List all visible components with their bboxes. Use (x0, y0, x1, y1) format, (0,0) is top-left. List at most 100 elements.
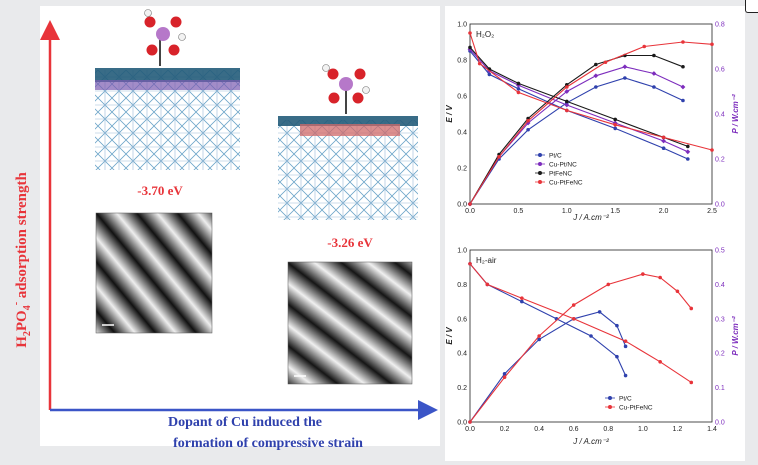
h2o2-data-point (526, 127, 530, 132)
h2o2-series-line-power (469, 77, 684, 205)
h2o2-y-label: E / V (445, 105, 454, 123)
h2o2-data-point (681, 98, 685, 103)
h2-air-data-point (597, 310, 602, 314)
h2-air-legend-item: Cu-PtFeNC (605, 405, 653, 412)
right-panel-background (445, 6, 745, 461)
structure-a (95, 9, 240, 170)
h2-air-data-point (615, 354, 619, 359)
h2-air-y-label: E / V (445, 327, 454, 345)
h2-air-legend-label: Cu-PtFeNC (619, 405, 653, 412)
h2o2-data-point (565, 85, 569, 89)
h2-air-x-tick: 0.6 (569, 426, 579, 433)
h2o2-data-point (594, 85, 598, 89)
h2o2-data-point (468, 31, 472, 35)
h2-air-data-point (520, 299, 524, 304)
h2o2-legend-item: Cu-Pt/NC (535, 162, 577, 169)
h2-air-x-tick: 1.0 (638, 426, 648, 433)
h2o2-data-point (613, 126, 617, 131)
h2-air-y-tick: 0.6 (457, 316, 467, 323)
h2o2-x-tick: 0.0 (465, 208, 475, 215)
x-axis-label-line2: formation of compressive strain (173, 436, 363, 451)
window-corner-button[interactable] (745, 0, 758, 13)
h2o2-y-tick: 0.6 (457, 94, 467, 101)
h2o2-y-tick: 1.0 (457, 22, 467, 29)
h2-air-data-point (689, 306, 694, 311)
h2o2-legend-label: Pt/C (549, 153, 562, 160)
strain-map-a (95, 212, 213, 334)
h2-air-x-tick: 1.2 (673, 426, 683, 433)
h2-air-x-ticks: 0.0 0.2 0.4 0.6 0.8 1.0 1.2 1.4 (465, 426, 717, 433)
h2-air-legend-label: Pt/C (619, 396, 632, 403)
h2o2-data-point (594, 62, 598, 67)
h2-air-data-point (641, 272, 645, 276)
x-axis-label-line1: Dopant of Cu induced the (168, 415, 322, 430)
h2o2-data-point (497, 154, 501, 159)
h2-air-data-point (537, 334, 541, 338)
h2-air-y-tick: 0.2 (457, 385, 467, 392)
h2-air-data-point (615, 323, 619, 328)
h2o2-y2-tick: 0.8 (715, 22, 725, 29)
energy-a: -3.70 eV (137, 183, 183, 198)
phosphorus-atom-b (339, 77, 353, 91)
h2-air-data-point (571, 317, 576, 321)
h2-air-chart: H₂-air 0.0 0.2 0.4 0.6 0.8 1.0 1.2 1.4 0… (445, 248, 740, 447)
h2o2-data-point (516, 81, 521, 86)
h2o2-series-line-power (469, 54, 684, 205)
h2o2-data-point (516, 90, 521, 95)
h2-air-data-point (468, 420, 472, 424)
h2-air-data-point (537, 337, 541, 342)
h2o2-x-label: J / A.cm⁻² (572, 213, 609, 222)
h2o2-data-point (686, 144, 690, 149)
h2o2-y2-tick: 0.0 (715, 202, 725, 209)
h2o2-plot-frame (469, 23, 713, 205)
h2o2-legend-label: PtFeNC (549, 171, 572, 178)
h2-air-x-tick: 1.4 (707, 426, 717, 433)
h2o2-x-tick: 1.0 (562, 208, 572, 215)
h2o2-y2-label: P / W.cm⁻² (731, 94, 740, 134)
h2-air-legend-item: Pt/C (605, 396, 632, 403)
h2o2-y-tick: 0.8 (457, 58, 467, 65)
h2o2-data-point (681, 40, 685, 44)
h2-air-data-point (571, 303, 576, 307)
h2-air-data-point (623, 373, 628, 378)
h2o2-x-tick: 2.5 (707, 208, 717, 215)
strain-map-b (287, 261, 413, 385)
h2-air-y2-tick: 0.3 (715, 316, 725, 323)
h2o2-data-point (516, 87, 521, 91)
h2-air-y2-tick: 0.0 (715, 420, 725, 427)
h2o2-data-point (603, 60, 608, 65)
h2-air-y2-tick: 0.5 (715, 248, 725, 255)
h2o2-legend-label: Cu-Pt/NC (549, 162, 577, 169)
h2o2-data-point (565, 99, 569, 104)
h2o2-data-point (661, 135, 666, 140)
h2o2-chart-title: H₂O₂ (476, 30, 494, 39)
h2-air-y2-ticks: 0.0 0.1 0.2 0.3 0.4 0.5 (715, 248, 725, 427)
h2o2-data-point (477, 61, 482, 66)
h2o2-x-ticks: 0.0 0.5 1.0 1.5 2.0 2.5 (465, 208, 717, 215)
h2o2-y-ticks: 0.0 0.2 0.4 0.6 0.8 1.0 (457, 22, 467, 209)
h2o2-x-tick: 1.5 (610, 208, 620, 215)
h2o2-y2-tick: 0.4 (715, 112, 725, 119)
h2o2-y-tick: 0.0 (457, 202, 467, 209)
h2o2-y2-ticks: 0.0 0.2 0.4 0.6 0.8 (715, 22, 725, 209)
h2o2-legend-item: Cu-PtFeNC (535, 180, 583, 187)
h2-air-data-point (485, 282, 490, 287)
phosphorus-atom-a (156, 27, 170, 41)
h2-air-x-label: J / A.cm⁻² (572, 437, 609, 446)
h2o2-x-tick: 0.5 (514, 208, 524, 215)
h2-air-data-point (502, 375, 507, 380)
h2-air-series (468, 261, 694, 424)
h2o2-data-point (613, 117, 617, 122)
h2o2-data-point (526, 118, 530, 123)
h2o2-y-tick: 0.4 (457, 130, 467, 137)
h2-air-data-point (675, 289, 680, 294)
h2-air-data-point (468, 261, 472, 266)
h2o2-y2-tick: 0.2 (715, 157, 725, 164)
h2o2-data-point (565, 108, 569, 113)
structure-b (278, 64, 418, 220)
h2o2-data-point (623, 76, 627, 80)
h2-air-chart-title: H₂-air (476, 256, 497, 265)
h2o2-data-point (710, 148, 714, 152)
left-panel: H2PO4- adsorption strength Dopant of Cu … (11, 9, 438, 451)
